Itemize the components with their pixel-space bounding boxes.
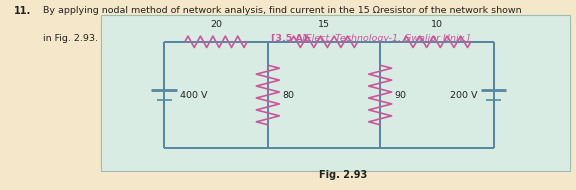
Text: Fig. 2.93: Fig. 2.93 <box>319 170 367 180</box>
FancyBboxPatch shape <box>101 15 570 171</box>
Text: 11.: 11. <box>14 6 32 16</box>
Text: By applying nodal method of network analysis, find current in the 15 Ωresistor o: By applying nodal method of network anal… <box>43 6 522 15</box>
Text: 90: 90 <box>395 90 407 100</box>
Text: 400 V: 400 V <box>180 90 208 100</box>
Text: 10: 10 <box>431 21 443 29</box>
Text: [Elect. Technology-1, Gwalior Univ.]: [Elect. Technology-1, Gwalior Univ.] <box>302 34 471 43</box>
Text: 15: 15 <box>318 21 330 29</box>
Text: 20: 20 <box>210 21 222 29</box>
Text: 200 V: 200 V <box>450 90 478 100</box>
Text: in Fig. 2.93.: in Fig. 2.93. <box>43 34 98 43</box>
Text: [3.5 A]: [3.5 A] <box>271 34 307 43</box>
Text: 80: 80 <box>282 90 294 100</box>
